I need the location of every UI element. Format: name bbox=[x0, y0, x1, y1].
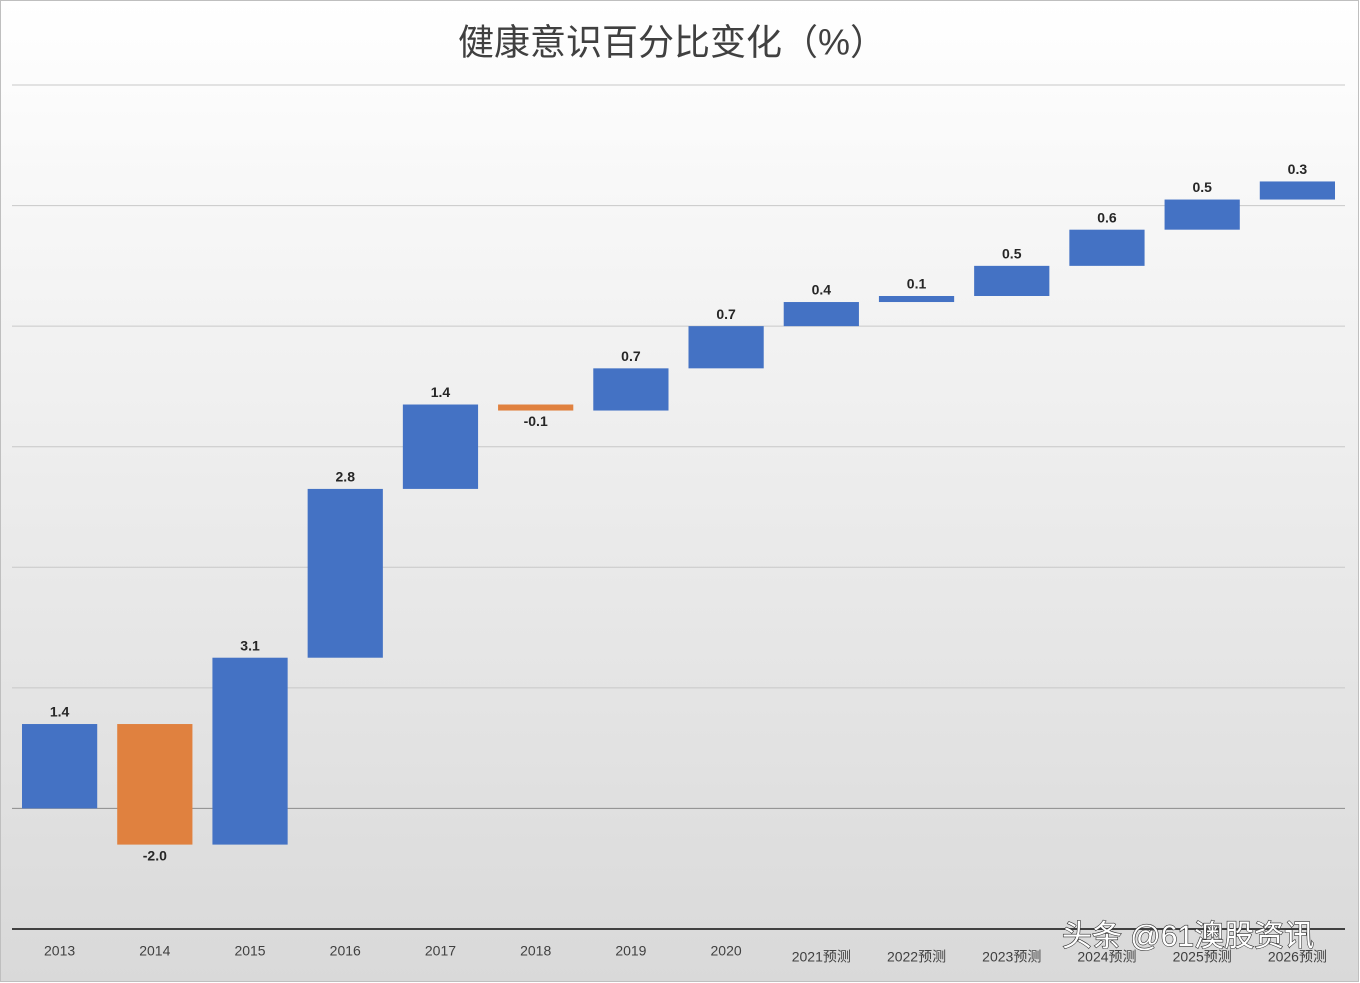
x-tick-label: 2013 bbox=[44, 943, 75, 959]
bar bbox=[688, 326, 764, 369]
value-label: 2.8 bbox=[336, 469, 356, 485]
x-tick-label: 2024预测 bbox=[1077, 949, 1136, 965]
value-label: 1.4 bbox=[431, 384, 451, 400]
bar bbox=[593, 368, 669, 411]
x-tick-label: 2015 bbox=[234, 943, 265, 959]
bar bbox=[402, 404, 479, 489]
bar bbox=[117, 724, 193, 845]
value-label: -0.1 bbox=[524, 413, 548, 429]
x-tick-label: 2017 bbox=[425, 943, 456, 959]
bar bbox=[878, 296, 955, 303]
x-tick-label: 2026预测 bbox=[1268, 949, 1327, 965]
x-tick-label: 2023预测 bbox=[982, 949, 1041, 965]
bar bbox=[1164, 199, 1240, 230]
bar bbox=[498, 404, 574, 411]
value-label: 0.4 bbox=[812, 282, 832, 298]
value-label: 0.3 bbox=[1288, 161, 1308, 177]
chart-title: 健康意识百分比变化（%） bbox=[458, 22, 886, 63]
value-label: 0.5 bbox=[1002, 246, 1022, 262]
x-tick-label: 2020 bbox=[711, 943, 742, 959]
value-label: -2.0 bbox=[143, 847, 167, 863]
x-tick-label: 2018 bbox=[520, 943, 551, 959]
value-label: 1.4 bbox=[50, 704, 70, 720]
x-tick-label: 2016 bbox=[330, 943, 361, 959]
value-label: 0.7 bbox=[621, 348, 641, 364]
bar bbox=[1069, 229, 1145, 266]
x-tick-label: 2019 bbox=[615, 943, 646, 959]
value-label: 0.7 bbox=[716, 306, 736, 322]
value-label: 0.1 bbox=[907, 276, 927, 292]
bar bbox=[212, 657, 288, 845]
bar bbox=[21, 724, 98, 809]
x-tick-label: 2025预测 bbox=[1173, 949, 1232, 965]
bar bbox=[974, 265, 1050, 296]
watermark: 头条 @61澳股资讯 bbox=[1062, 920, 1314, 953]
bar bbox=[1259, 181, 1336, 200]
x-tick-label: 2022预测 bbox=[887, 949, 946, 965]
bar bbox=[307, 488, 383, 658]
bar bbox=[783, 302, 859, 327]
x-tick-label: 2014 bbox=[139, 943, 170, 959]
value-label: 0.6 bbox=[1097, 209, 1117, 225]
value-label: 0.5 bbox=[1192, 179, 1212, 195]
value-label: 3.1 bbox=[240, 637, 260, 653]
x-tick-label: 2021预测 bbox=[792, 949, 851, 965]
